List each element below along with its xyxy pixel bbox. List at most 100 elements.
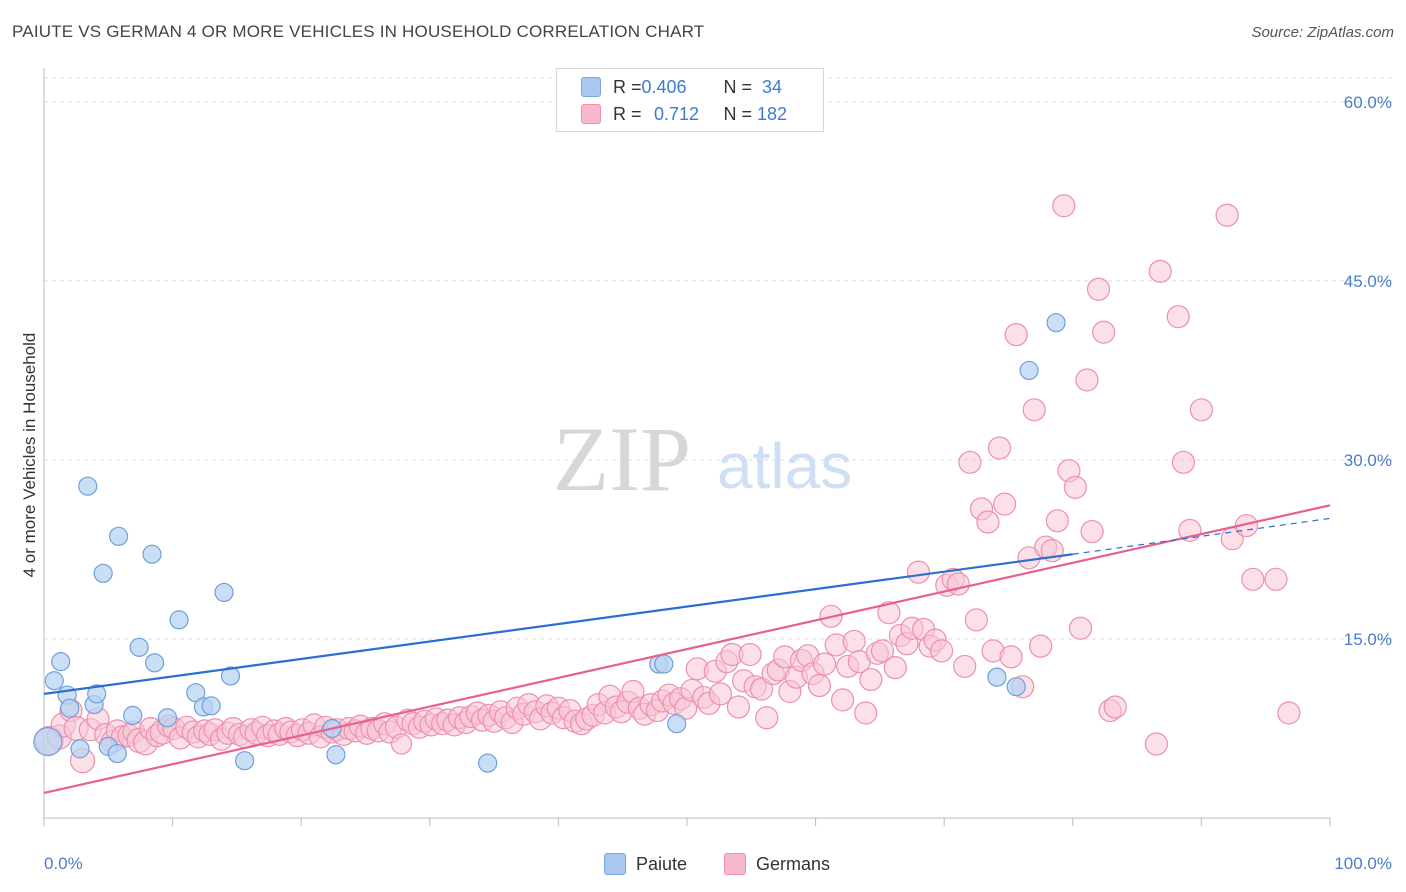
german-point: [999, 645, 1023, 669]
paiute-point: [51, 652, 71, 672]
german-point: [1189, 398, 1214, 422]
legend-r-value: 0.712: [653, 103, 700, 124]
german-point: [1068, 616, 1093, 640]
german-point: [831, 688, 855, 712]
german-point: [1022, 398, 1046, 422]
paiute-point: [60, 698, 80, 718]
paiute-point: [235, 751, 255, 771]
german-point: [1148, 259, 1172, 283]
x-tick-label: 0.0%: [44, 854, 83, 873]
paiute-point: [157, 708, 178, 728]
german-point: [813, 652, 837, 676]
german-point: [1075, 368, 1099, 392]
watermark-zip: ZIP: [553, 408, 691, 510]
german-point: [854, 701, 878, 725]
german-point: [1086, 277, 1111, 301]
paiute-point: [326, 745, 346, 765]
correlation-legend: R = 0.406 N = 34 R = 0.712 N = 182: [556, 68, 824, 132]
german-point: [755, 706, 779, 730]
german-point: [1103, 695, 1127, 719]
legend-swatch-germans: [581, 104, 601, 124]
paiute-point: [129, 637, 149, 657]
legend-n-label: N =: [723, 103, 753, 124]
german-point: [993, 492, 1017, 516]
legend-r-label: R =: [613, 103, 642, 124]
german-point: [1045, 509, 1069, 533]
german-point: [1277, 701, 1301, 725]
paiute-point: [93, 563, 113, 583]
legend-n-value: 182: [757, 103, 788, 124]
paiute-point: [1019, 360, 1039, 381]
german-point: [958, 450, 982, 474]
legend-row-germans: R = 0.712 N = 182: [581, 102, 792, 126]
y-tick-label: 60.0%: [1344, 93, 1392, 112]
german-point: [1080, 519, 1104, 544]
paiute-point: [70, 739, 90, 759]
trend-lines: [43, 504, 1331, 795]
legend-r-label: R =: [613, 76, 642, 97]
paiute-point: [123, 705, 143, 725]
source-label: Source: ZipAtlas.com: [1251, 24, 1394, 41]
paiute-trend-line: [43, 553, 1073, 695]
bottom-legend-swatch-paiute: [604, 853, 626, 875]
bottom-legend-germans: Germans: [724, 852, 830, 876]
y-tick-label: 15.0%: [1344, 630, 1392, 649]
paiute-point: [144, 653, 165, 673]
german-point: [1241, 567, 1265, 591]
y-tick-label: 45.0%: [1344, 272, 1392, 291]
german-point: [906, 560, 931, 584]
german-point: [883, 656, 907, 680]
german-point: [738, 642, 762, 667]
paiute-point: [33, 727, 63, 757]
y-tick-label: 30.0%: [1344, 451, 1392, 470]
german-point: [1144, 732, 1168, 756]
paiute-point: [78, 476, 98, 496]
paiute-point: [667, 714, 687, 734]
german-point: [1029, 634, 1053, 658]
legend-n-label: N =: [723, 76, 753, 97]
chart-title: PAIUTE VS GERMAN 4 OR MORE VEHICLES IN H…: [12, 22, 705, 41]
german-point: [930, 639, 954, 663]
paiute-point: [107, 743, 127, 764]
bottom-legend-paiute: Paiute: [604, 852, 687, 876]
paiute-point: [108, 526, 129, 546]
paiute-point: [478, 753, 498, 773]
paiute-point: [214, 582, 234, 603]
german-point: [870, 639, 895, 663]
german-point: [708, 682, 733, 706]
bottom-legend-swatch-germans: [724, 853, 746, 875]
german-point: [1166, 305, 1190, 329]
bottom-legend-label: Germans: [756, 853, 831, 874]
legend-row-paiute: R = 0.406 N = 34: [581, 75, 792, 99]
german-point: [1092, 320, 1116, 344]
x-tick-label: 100.0%: [1334, 854, 1392, 873]
paiute-point: [201, 696, 221, 716]
german-point: [1063, 475, 1087, 499]
paiute-point: [220, 666, 241, 686]
paiute-trend-extension: [1072, 517, 1331, 555]
tick-labels: 15.0% 30.0% 45.0% 60.0% 0.0% 100.0%: [44, 93, 1392, 873]
bottom-legend-label: Paiute: [636, 853, 688, 874]
watermark-atlas: atlas: [717, 430, 852, 502]
german-point: [976, 510, 1000, 534]
german-point: [1215, 203, 1239, 227]
german-point: [842, 629, 866, 653]
legend-r-value: 0.406: [641, 76, 687, 97]
german-trend-line: [43, 504, 1331, 795]
german-point: [807, 673, 832, 698]
paiute-point: [44, 671, 64, 691]
german-point: [946, 572, 970, 596]
paiute-point: [1006, 677, 1026, 697]
paiute-point: [87, 684, 107, 704]
watermark: ZIP atlas: [553, 408, 852, 510]
paiute-point: [169, 610, 189, 630]
german-point: [1052, 194, 1076, 218]
paiute-point: [1046, 313, 1066, 333]
paiute-point: [142, 544, 162, 564]
legend-swatch-paiute: [581, 77, 601, 97]
german-point: [1171, 450, 1195, 474]
paiute-point: [987, 667, 1007, 687]
german-point: [953, 654, 977, 679]
german-point: [859, 667, 883, 692]
